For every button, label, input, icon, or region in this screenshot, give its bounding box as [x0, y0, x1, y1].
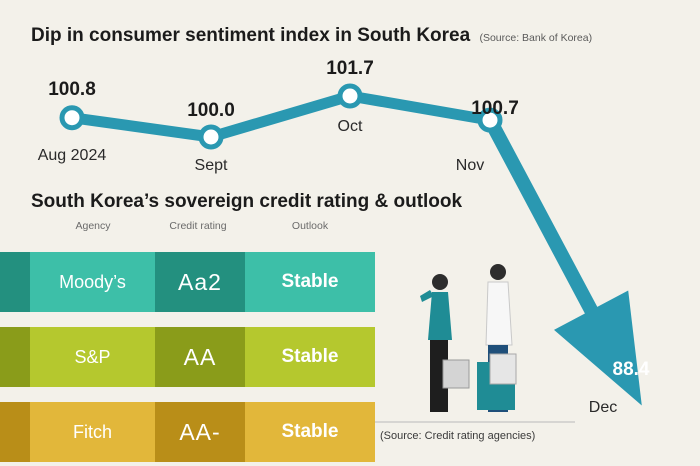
header-credit-rating: Credit rating	[169, 220, 227, 232]
header-agency: Agency	[75, 220, 111, 232]
series-line	[71, 90, 491, 143]
rating-cell: AA	[155, 327, 245, 387]
category-label: Sept	[195, 157, 228, 174]
man-bag-light	[489, 353, 517, 385]
outlook-cell: Stable	[245, 252, 375, 312]
data-point-marker	[59, 105, 85, 131]
shoppers-illustration	[372, 264, 575, 423]
outlook-cell: Stable	[245, 402, 375, 462]
category-label: Oct	[338, 118, 363, 135]
credit-rating-table: Moody’s Aa2 Stable S&P AA Stable Fitch A…	[0, 240, 380, 466]
category-label: Aug 2024	[38, 147, 107, 164]
data-point-marker	[477, 107, 503, 133]
woman-arm	[420, 290, 434, 302]
data-label: 101.7	[326, 58, 374, 79]
rating-cell: AA-	[155, 402, 245, 462]
data-label: 100.0	[187, 100, 235, 121]
data-point-marker	[198, 124, 224, 150]
agency-cell: Moody’s	[30, 252, 155, 312]
category-label: Nov	[456, 157, 484, 174]
table-source-note: (Source: Credit rating agencies)	[380, 430, 536, 442]
chart-source: (Source: Bank of Korea)	[479, 32, 593, 44]
data-label: 100.7	[471, 98, 519, 119]
woman-head	[432, 274, 448, 290]
data-label: 100.8	[48, 79, 96, 100]
row-edge	[0, 252, 30, 312]
agency-cell: Fitch	[30, 402, 155, 462]
woman-legs	[430, 340, 448, 412]
header-outlook: Outlook	[291, 220, 329, 232]
category-label: Dec	[589, 399, 617, 416]
woman-body	[428, 292, 452, 340]
man-head	[490, 264, 506, 280]
man-body	[485, 281, 513, 346]
rating-cell: Aa2	[155, 252, 245, 312]
row-edge	[0, 327, 30, 387]
agency-cell: S&P	[30, 327, 155, 387]
data-label: 88.4	[613, 359, 650, 380]
table-title: South Korea’s sovereign credit rating & …	[31, 191, 463, 212]
outlook-cell: Stable	[245, 327, 375, 387]
series-arrow	[483, 116, 642, 406]
data-point-marker	[337, 83, 363, 109]
line-series	[59, 83, 642, 406]
row-edge	[0, 402, 30, 462]
chart-title: Dip in consumer sentiment index in South…	[31, 25, 593, 46]
woman-bag	[442, 359, 470, 389]
